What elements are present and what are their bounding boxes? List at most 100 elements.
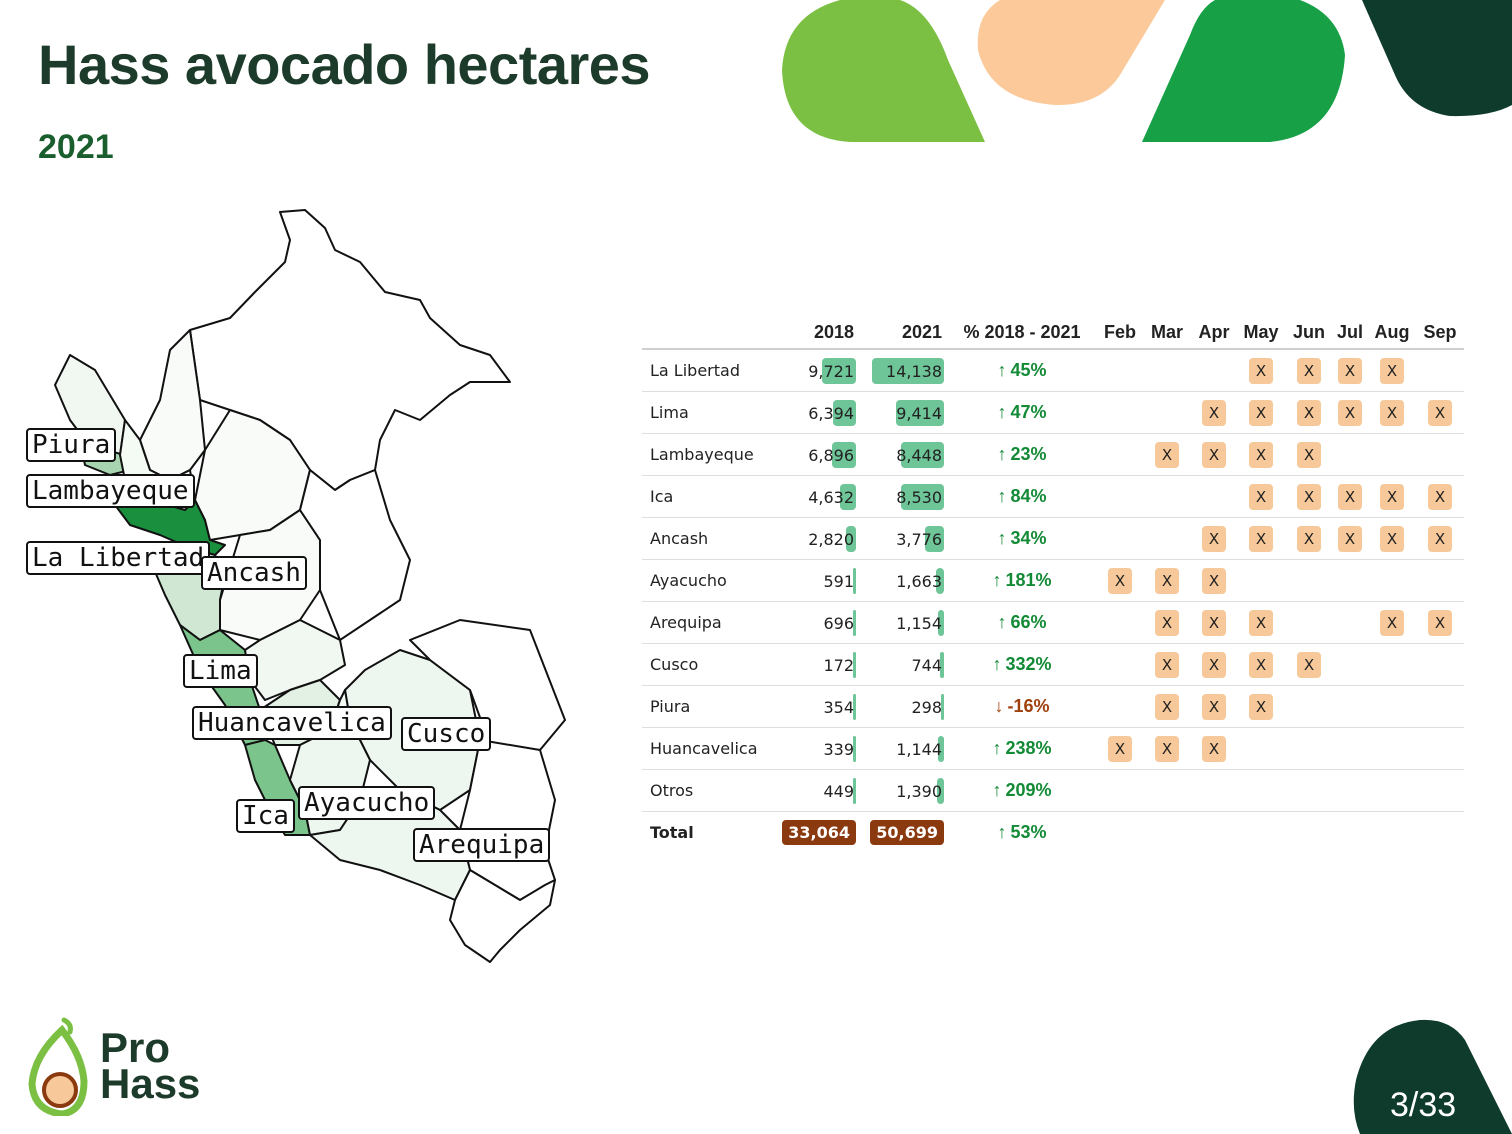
- change-cell: ↑ 238%: [946, 727, 1098, 770]
- bar-cell: 1,390: [858, 777, 946, 804]
- value-bar: [840, 483, 856, 510]
- month-mark: X: [1428, 525, 1452, 552]
- month-cell: X: [1368, 391, 1416, 434]
- arrow-up-icon: ↑: [997, 486, 1007, 506]
- region-name: Ancash: [642, 517, 782, 560]
- month-cell: [1416, 559, 1464, 602]
- month-cell: [1286, 812, 1332, 854]
- change-cell: ↑ 34%: [946, 517, 1098, 560]
- value-v2021: 1,390: [858, 769, 946, 812]
- change-value: 209%: [1005, 780, 1052, 800]
- value-bar: [940, 651, 944, 678]
- month-cell: X: [1192, 685, 1236, 728]
- value-v2018: 339: [782, 727, 858, 770]
- table-row: Ayacucho 591 1,663 ↑ 181% X X X: [642, 559, 1464, 602]
- header-jul: Jul: [1332, 316, 1368, 350]
- month-mark: X: [1297, 441, 1321, 468]
- month-cell: [1286, 769, 1332, 812]
- value-label: 744: [911, 655, 942, 675]
- value-label: 3,776: [896, 529, 942, 549]
- table-row: Piura 354 298 ↓ -16% X X X: [642, 685, 1464, 728]
- value-v2018: 6,394: [782, 391, 858, 434]
- month-cell: X: [1236, 475, 1286, 518]
- month-mark: X: [1380, 483, 1404, 510]
- table-row: Cusco 172 744 ↑ 332% X X X X: [642, 643, 1464, 686]
- month-cell: X: [1332, 517, 1368, 560]
- total-value: 33,064: [782, 820, 856, 845]
- month-cell: [1286, 601, 1332, 644]
- month-mark: X: [1249, 483, 1273, 510]
- month-cell: [1098, 812, 1142, 854]
- bar-cell: 8,448: [858, 441, 946, 468]
- region-moquegua-tacna: [449, 869, 556, 963]
- bar-cell: 298: [858, 693, 946, 720]
- month-cell: X: [1416, 475, 1464, 518]
- value-v2021: 744: [858, 643, 946, 686]
- month-cell: X: [1332, 349, 1368, 392]
- value-label: 2,820: [808, 529, 854, 549]
- value-label: 9,721: [808, 361, 854, 381]
- page-separator: /: [1408, 1086, 1419, 1124]
- month-cell: X: [1286, 391, 1332, 434]
- value-v2021: 14,138: [858, 349, 946, 392]
- bar-cell: 9,721: [782, 357, 858, 384]
- header-mar: Mar: [1142, 316, 1192, 350]
- total-v2018: 33,064: [782, 812, 858, 854]
- arrow-up-icon: ↑: [997, 402, 1007, 422]
- month-cell: X: [1368, 601, 1416, 644]
- month-cell: [1098, 433, 1142, 476]
- month-cell: X: [1286, 517, 1332, 560]
- month-cell: X: [1286, 643, 1332, 686]
- month-cell: [1142, 391, 1192, 434]
- value-bar: [853, 651, 856, 678]
- region-name: Huancavelica: [642, 727, 782, 770]
- arrow-up-icon: ↑: [997, 822, 1007, 842]
- header-feb: Feb: [1098, 316, 1142, 350]
- month-cell: [1416, 769, 1464, 812]
- value-v2018: 354: [782, 685, 858, 728]
- month-cell: [1236, 812, 1286, 854]
- table-header-row: 2018 2021 % 2018 - 2021 Feb Mar Apr May …: [642, 316, 1464, 350]
- month-mark: X: [1428, 483, 1452, 510]
- month-cell: X: [1236, 433, 1286, 476]
- arrow-up-icon: ↑: [992, 738, 1002, 758]
- region-ucayali: [299, 469, 411, 641]
- month-cell: X: [1236, 391, 1286, 434]
- value-v2018: 449: [782, 769, 858, 812]
- map-label-arequipa: Arequipa: [413, 828, 551, 862]
- region-name: La Libertad: [642, 349, 782, 392]
- month-cell: [1142, 475, 1192, 518]
- region-name: Arequipa: [642, 601, 782, 644]
- value-label: 696: [823, 613, 854, 633]
- change-cell: ↑ 181%: [946, 559, 1098, 602]
- month-mark: X: [1108, 567, 1132, 594]
- month-mark: X: [1297, 357, 1321, 384]
- bar-cell: 4,632: [782, 483, 858, 510]
- value-label: 449: [823, 781, 854, 801]
- month-cell: X: [1192, 433, 1236, 476]
- total-change-cell: ↑ 53%: [946, 812, 1098, 854]
- month-cell: X: [1286, 433, 1332, 476]
- value-bar: [938, 735, 944, 762]
- bar-cell: 1,144: [858, 735, 946, 762]
- month-cell: X: [1236, 517, 1286, 560]
- value-label: 1,663: [896, 571, 942, 591]
- bar-cell: 354: [782, 693, 858, 720]
- month-cell: X: [1236, 685, 1286, 728]
- total-change-value: 53%: [1010, 822, 1047, 842]
- arrow-up-icon: ↑: [997, 360, 1007, 380]
- page-current: 3: [1390, 1086, 1409, 1124]
- page-indicator-shape: [1353, 1019, 1512, 1134]
- page-number: 3/33: [1390, 1086, 1456, 1125]
- month-cell: [1098, 643, 1142, 686]
- map-label-cusco: Cusco: [401, 717, 492, 751]
- green-drop: [1142, 0, 1345, 142]
- month-mark: X: [1155, 441, 1179, 468]
- region-name: Cusco: [642, 643, 782, 686]
- value-bar: [938, 609, 944, 636]
- region-name: Lima: [642, 391, 782, 434]
- map-label-huancavelica: Huancavelica: [192, 706, 392, 740]
- bar-cell: 1,663: [858, 567, 946, 594]
- arrow-up-icon: ↑: [997, 444, 1007, 464]
- month-cell: [1368, 433, 1416, 476]
